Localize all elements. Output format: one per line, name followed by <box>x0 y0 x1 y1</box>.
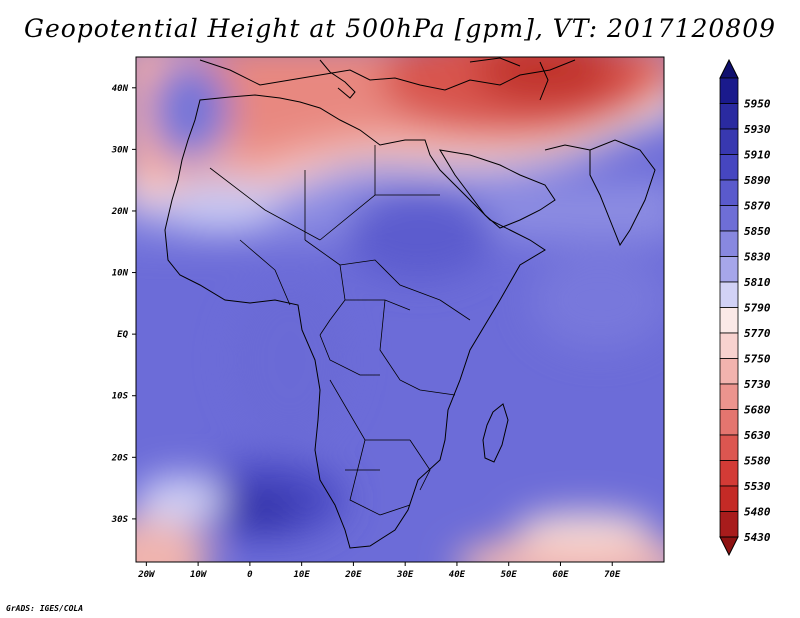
persia <box>544 144 591 151</box>
lat-tick-label: EQ <box>117 330 128 340</box>
madagascar <box>482 403 509 463</box>
colorbar-label: 5930 <box>744 123 771 136</box>
colorbar-swatch <box>719 307 739 334</box>
colorbar-label: 5680 <box>744 404 771 417</box>
colorbar-swatch <box>719 77 739 104</box>
colorbar-label: 5890 <box>744 174 771 187</box>
colorbar-label: 5950 <box>744 98 771 111</box>
longitude-axis: 20W 10W 0 10E 20E 30E 40E 50E 60E 70E <box>137 562 621 580</box>
latitude-axis: 40N 30N 20N 10N EQ 10S 20S 30S <box>111 84 136 525</box>
african-borders <box>209 145 471 516</box>
colorbar-label: 5430 <box>744 531 771 544</box>
black-sea-caspian <box>469 57 549 101</box>
field-sahara-light <box>165 180 275 230</box>
colorbar-swatch <box>719 434 739 461</box>
colorbar-swatch <box>719 205 739 232</box>
arabia <box>439 149 556 229</box>
lat-tick-label: 30N <box>111 145 129 155</box>
lon-tick-label: 30E <box>396 570 414 580</box>
lat-tick-label: 10S <box>112 392 129 402</box>
field-se-trough-edge <box>515 512 655 548</box>
lon-tick-label: 10E <box>294 570 311 580</box>
lon-tick-label: 50E <box>501 570 518 580</box>
italy <box>319 59 356 99</box>
height-field <box>136 57 664 562</box>
colorbar-swatch <box>719 103 739 130</box>
colorbar-label: 5770 <box>744 327 771 340</box>
field-sw-edge <box>136 475 225 525</box>
colorbar-swatch <box>719 460 739 487</box>
field-sudan-high <box>345 190 495 280</box>
field-atlantic-ridge <box>150 60 230 160</box>
india <box>589 139 656 247</box>
lat-tick-label: 40N <box>112 84 129 94</box>
colorbar-swatch <box>719 383 739 410</box>
africa-coastline <box>164 94 546 549</box>
colorbar-top-arrow <box>719 58 739 79</box>
colorbar: 5950 5930 5910 5890 5870 5850 5830 5810 5790 5770… <box>719 58 771 557</box>
colorbar-swatch <box>719 281 739 308</box>
colorbar-swatch <box>719 409 739 436</box>
lon-tick-label: 10W <box>190 570 208 580</box>
field-sw-trough <box>136 515 210 562</box>
europe-south <box>199 59 576 91</box>
lat-tick-label: 30S <box>111 515 129 525</box>
lat-tick-label: 20N <box>111 207 129 217</box>
colorbar-swatch <box>719 511 739 538</box>
field-indian-high <box>530 250 664 350</box>
colorbar-label: 5630 <box>744 429 771 442</box>
colorbar-label: 5580 <box>744 455 771 468</box>
colorbar-label: 5870 <box>744 200 771 213</box>
colorbar-label: 5850 <box>744 225 771 238</box>
lon-tick-label: 70E <box>604 570 621 580</box>
colorbar-swatch <box>719 154 739 181</box>
colorbar-label: 5810 <box>744 276 771 289</box>
field-trough-deep <box>475 57 615 102</box>
colorbar-swatch <box>719 358 739 385</box>
colorbar-label: 5530 <box>744 480 771 493</box>
field-gulf-high <box>230 280 350 440</box>
map-frame <box>135 56 665 563</box>
colorbar-swatch <box>719 332 739 359</box>
colorbar-label: 5730 <box>744 378 771 391</box>
coastlines <box>164 57 656 549</box>
credit-label: GrADS: IGES/COLA <box>6 604 84 613</box>
colorbar-swatch <box>719 179 739 206</box>
colorbar-label: 5480 <box>744 506 771 519</box>
lon-tick-label: 20E <box>344 570 362 580</box>
lon-tick-label: 40E <box>449 570 466 580</box>
lon-tick-label: 20W <box>137 570 156 580</box>
lat-tick-label: 20S <box>111 453 129 463</box>
colorbar-label: 5790 <box>744 302 771 315</box>
colorbar-label: 5910 <box>744 149 771 162</box>
chart-title: Geopotential Height at 500hPa [gpm], VT:… <box>23 14 777 43</box>
colorbar-swatch <box>719 128 739 155</box>
field-south-atlantic-core <box>220 490 300 530</box>
colorbar-swatch <box>719 256 739 283</box>
colorbar-bottom-arrow <box>719 536 739 557</box>
lon-tick-label: 60E <box>552 570 569 580</box>
lon-tick-label: 0 <box>247 570 253 580</box>
colorbar-swatch <box>719 485 739 512</box>
colorbar-swatch <box>719 230 739 257</box>
colorbar-label: 5750 <box>744 353 771 366</box>
lat-tick-label: 10N <box>112 269 129 279</box>
colorbar-label: 5830 <box>744 251 771 264</box>
